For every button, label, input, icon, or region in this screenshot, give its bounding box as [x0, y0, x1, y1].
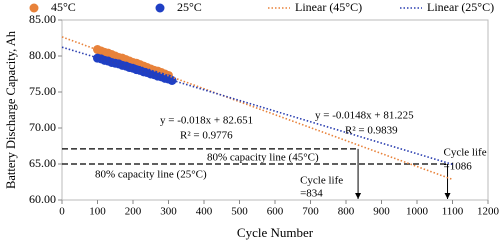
x-tick-label: 0: [59, 206, 65, 218]
x-tick-label: 500: [231, 206, 248, 218]
trend-equation: y = -0.0148x + 81.225: [315, 110, 414, 122]
trend-equation: y = -0.018x + 82.651: [160, 115, 253, 127]
legend-label: Linear (25°C): [427, 0, 494, 14]
y-tick-label: 85.00: [29, 12, 56, 26]
x-tick-label: 600: [267, 206, 284, 218]
x-tick-label: 1200: [477, 206, 500, 218]
point: [167, 75, 177, 85]
y-tick-label: 60.00: [29, 192, 56, 206]
y-tick-label: 80.00: [29, 48, 56, 62]
trend-line: [61, 36, 453, 181]
x-tick-label: 700: [302, 206, 319, 218]
y-tick-label: 75.00: [29, 84, 56, 98]
x-axis-title: Cycle Number: [237, 225, 314, 240]
x-tick-label: 800: [338, 206, 355, 218]
legend-label: Linear (45°C): [295, 0, 362, 14]
x-tick-label: 100: [89, 206, 106, 218]
x-tick-label: 400: [196, 206, 213, 218]
capacity-line-label: 80% capacity line (45°C): [207, 152, 319, 164]
legend-label: 45°C: [51, 0, 76, 14]
trend-line: [61, 46, 453, 166]
x-tick-label: 900: [373, 206, 390, 218]
legend-label: 25°C: [177, 0, 202, 14]
cycle-life-value: =834: [300, 188, 323, 200]
x-tick-label: 200: [125, 206, 142, 218]
cycle-life-title: Cycle life: [444, 147, 487, 159]
legend-swatch: [29, 3, 39, 13]
x-tick-label: 1000: [406, 206, 429, 218]
y-axis-title: Battery Discharge Capacity, Ah: [4, 30, 18, 189]
capacity-line-label: 80% capacity line (25°C): [95, 169, 207, 181]
y-tick-label: 65.00: [29, 156, 56, 170]
cycle-life-title: Cycle life: [300, 175, 343, 187]
cycle-life-value: =1086: [444, 161, 473, 173]
x-tick-label: 300: [160, 206, 177, 218]
x-tick-label: 1100: [442, 206, 464, 218]
y-tick-label: 70.00: [29, 120, 56, 134]
trend-r2: R² = 0.9839: [345, 125, 398, 137]
trend-r2: R² = 0.9776: [180, 130, 233, 142]
legend-swatch: [155, 3, 165, 13]
